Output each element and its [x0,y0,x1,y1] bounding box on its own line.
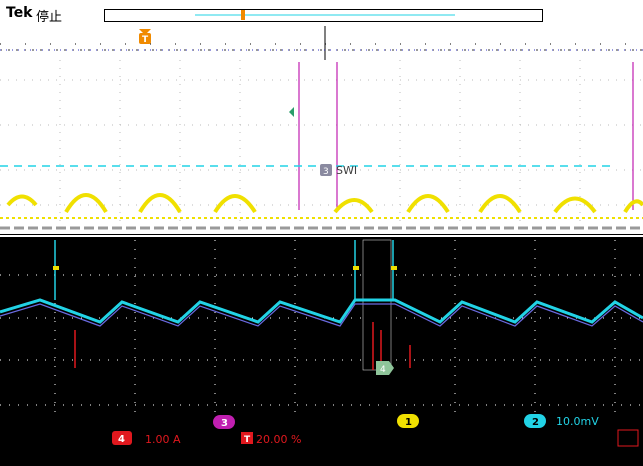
ch3-label-badge [320,164,332,176]
ch4-scale-readout: 1.00 A [145,433,181,446]
zoom-panel [0,234,643,466]
ch1-humps [6,193,643,214]
ch3-status-badge [213,415,235,429]
ch3-label-name: SWI [336,164,357,177]
ch1-status-badge [397,414,419,428]
ch3-upper-edges [298,62,634,210]
ch2-ripple-wave [0,298,643,324]
svg-text:4: 4 [118,434,125,445]
svg-text:1: 1 [405,417,412,428]
ch4-corner-indicator [617,429,639,447]
trigger-marker-text: T [142,35,149,45]
brand-logo: Tek [6,5,33,21]
ch4-status-badge [112,431,132,445]
ch4-zoom-marker [376,361,394,375]
record-trigger-marker [241,10,245,20]
ch4-zoom-label: 4 [380,365,386,375]
acquisition-state: 停止 [36,10,63,25]
ch2-status-badge [524,414,546,428]
trigger-status-badge [241,432,253,444]
svg-text:2: 2 [532,417,539,428]
ch2-scale-readout: 10.0mV [556,415,599,428]
trigger-position-marker [139,29,151,44]
svg-text:3: 3 [221,418,228,429]
lower-graticule [0,240,643,420]
level-marker-icon [289,107,294,117]
overview-strip [0,26,643,60]
trigger-position-readout: 20.00 % [256,433,301,446]
ch1-zoom-markers [53,266,397,270]
ch3-label-number: 3 [323,167,329,177]
svg-text:T: T [244,435,251,445]
